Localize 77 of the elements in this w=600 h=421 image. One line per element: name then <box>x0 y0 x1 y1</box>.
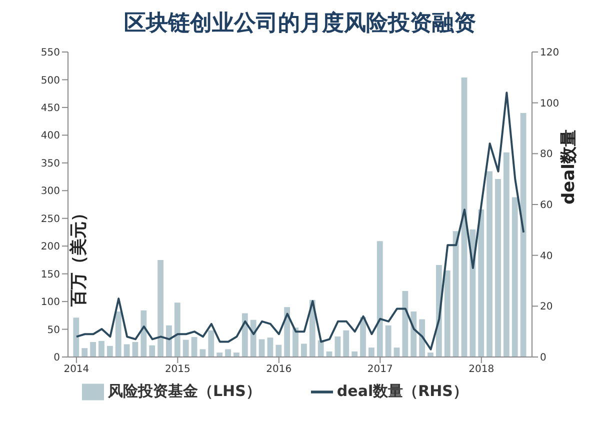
bar <box>452 231 459 357</box>
bar <box>225 349 231 357</box>
y-tick-label: 100 <box>40 297 60 308</box>
y-tick-label: 250 <box>40 214 60 225</box>
y-tick-label: 500 <box>40 75 60 86</box>
y-tick-label: 50 <box>47 324 60 336</box>
bar <box>512 197 518 357</box>
bar <box>376 241 383 357</box>
legend-label: deal数量（RHS） <box>336 382 468 400</box>
bar <box>428 352 434 357</box>
bar <box>301 344 307 357</box>
y-tick-label: 350 <box>40 158 60 170</box>
bar <box>486 171 493 357</box>
bar <box>90 342 96 357</box>
bar <box>503 152 510 357</box>
x-tick-label: 2015 <box>164 364 190 376</box>
y-tick-label: 300 <box>40 186 60 198</box>
y-tick-label: 450 <box>40 103 60 114</box>
bar <box>242 313 248 357</box>
bar <box>250 320 256 357</box>
y-tick-label: 0 <box>54 352 60 364</box>
bar <box>495 178 501 357</box>
bar <box>419 319 426 357</box>
y2-axis-title: deal数量 <box>559 130 580 204</box>
y2-tick-label: 100 <box>540 98 560 110</box>
y2-tick-label: 40 <box>540 250 553 262</box>
bar <box>149 345 156 357</box>
bar <box>292 328 298 357</box>
bar <box>132 342 138 357</box>
y2-tick-label: 0 <box>540 352 546 364</box>
y-axis-title: 百万（美元） <box>69 204 90 308</box>
bar <box>191 337 198 357</box>
y2-tick-label: 80 <box>540 149 553 160</box>
bar <box>360 317 366 357</box>
bar <box>98 340 104 357</box>
x-tick-label: 2014 <box>64 364 90 376</box>
x-tick-label: 2018 <box>468 364 494 376</box>
bar <box>208 330 214 357</box>
chart-title: 区块链创业公司的月度风险投资融资 <box>123 10 477 38</box>
bar <box>334 336 341 357</box>
bar <box>461 78 468 357</box>
bar <box>73 318 80 357</box>
bar <box>444 270 450 357</box>
y-tick-label: 150 <box>40 269 60 280</box>
bar <box>276 344 282 357</box>
bar <box>410 312 417 357</box>
bar <box>140 310 147 357</box>
bar <box>318 340 324 357</box>
bar <box>166 325 172 357</box>
bar <box>352 351 358 357</box>
bar <box>158 260 164 357</box>
bar <box>343 330 350 357</box>
bar <box>520 113 526 357</box>
bar <box>402 291 408 357</box>
y2-tick-label: 120 <box>540 48 560 59</box>
bar <box>82 348 88 357</box>
bar <box>115 312 122 357</box>
y-tick-label: 200 <box>40 242 60 253</box>
y-tick-label: 550 <box>40 48 60 59</box>
bar <box>234 352 240 357</box>
x-tick-label: 2016 <box>266 364 292 376</box>
y2-tick-label: 20 <box>540 302 553 313</box>
legend-label: 风险投资基金（LHS） <box>108 382 261 400</box>
bar <box>182 340 189 357</box>
bar <box>368 348 374 357</box>
x-tick-label: 2017 <box>367 364 393 376</box>
bar <box>284 307 290 357</box>
bar <box>200 349 206 357</box>
bar <box>385 325 392 357</box>
y-tick-label: 400 <box>40 130 60 142</box>
y2-tick-label: 60 <box>540 200 553 212</box>
bar <box>124 344 130 357</box>
bar <box>478 209 484 357</box>
bar <box>216 352 223 357</box>
bar <box>106 346 113 357</box>
bar <box>174 302 180 357</box>
bar <box>267 338 274 357</box>
